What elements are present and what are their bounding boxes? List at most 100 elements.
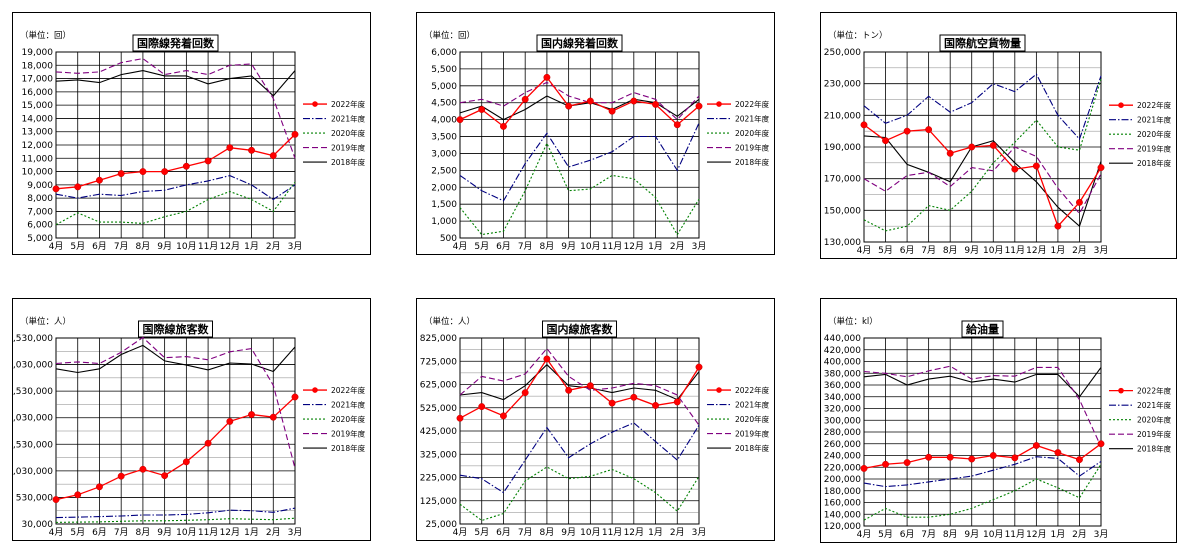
legend-marker xyxy=(716,101,722,107)
legend-entry: 2020年度 xyxy=(331,414,366,424)
plot-area xyxy=(459,337,700,525)
unit-label: （単位：人） xyxy=(20,316,71,327)
y-tick-label: 250,000 xyxy=(824,48,861,58)
y-tick-label: 825,000 xyxy=(420,334,457,344)
x-tick-label: 2月 xyxy=(266,527,281,538)
y-tick-label: 500 xyxy=(440,234,457,244)
legend-entry: 2018年度 xyxy=(735,157,770,167)
chart-svg: （単位：回） 国内線発着回数 500 1,000 1,500 2,000 2,500 3,00… xyxy=(416,12,775,255)
chart-svg: （単位：トン） 国際航空貨物量 130,000 150,000 170,000 190,0… xyxy=(820,12,1177,259)
legend-entry: 2022年度 xyxy=(1137,100,1172,110)
series-line-2018年度 xyxy=(55,70,296,97)
x-tick-label: 1月 xyxy=(244,527,259,538)
x-tick-label: 4月 xyxy=(453,527,468,538)
data-point xyxy=(586,97,594,105)
y-tick-label: 150,000 xyxy=(824,206,861,216)
x-tick-label: 5月 xyxy=(70,241,85,252)
data-point xyxy=(1011,454,1019,462)
series-line-2022年度 xyxy=(863,124,1102,228)
series-line-2018年度 xyxy=(55,344,296,374)
legend-entry: 2020年度 xyxy=(1137,415,1172,425)
x-tick-label: 7月 xyxy=(114,527,129,538)
chart-title-box xyxy=(939,34,1026,52)
legend-entry: 2018年度 xyxy=(331,443,366,453)
y-tick-label: 4,000 xyxy=(431,116,457,126)
y-tick-label: 380,000 xyxy=(824,369,861,379)
chart-title-box xyxy=(132,34,219,52)
legend-entry: 2019年度 xyxy=(331,143,366,153)
y-tick-label: 140,000 xyxy=(824,510,861,520)
x-tick-label: 1月 xyxy=(1051,529,1066,540)
y-tick-label: 130,000 xyxy=(824,238,861,248)
x-tick-label: 9月 xyxy=(157,241,172,252)
data-point xyxy=(695,363,703,371)
series-line-2019年度 xyxy=(863,365,1102,447)
data-point xyxy=(860,464,868,472)
x-tick-label: 7月 xyxy=(114,241,129,252)
data-point xyxy=(182,458,190,466)
x-tick-label: 3月 xyxy=(288,241,303,252)
series-line-2021年度 xyxy=(459,422,700,494)
x-tick-label: 8月 xyxy=(136,241,151,252)
data-point xyxy=(269,413,277,421)
data-point xyxy=(161,168,169,176)
legend-entry: 2022年度 xyxy=(1137,386,1172,396)
y-tick-label: 725,000 xyxy=(420,357,457,367)
y-tick-label: 525,000 xyxy=(420,404,457,414)
series-line-2019年度 xyxy=(459,81,700,121)
series-line-2020年度 xyxy=(55,181,296,226)
y-tick-label: 5,000 xyxy=(431,82,457,92)
series-line-2019年度 xyxy=(459,347,700,426)
x-tick-label: 12月 xyxy=(624,241,644,252)
data-point xyxy=(74,491,82,499)
chart-title: 給油量 xyxy=(966,322,999,336)
data-point xyxy=(903,459,911,467)
y-tick-label: 420,000 xyxy=(824,346,861,356)
y-tick-label: 8,000 xyxy=(27,194,53,204)
data-point xyxy=(226,144,234,152)
x-tick-label: 8月 xyxy=(943,529,958,540)
y-tick-label: 440,000 xyxy=(824,334,861,344)
x-tick-label: 12月 xyxy=(220,241,240,252)
data-point xyxy=(925,453,933,461)
x-tick-label: 2月 xyxy=(670,241,685,252)
legend-entry: 2021年度 xyxy=(735,400,770,410)
data-point xyxy=(182,162,190,170)
y-tick-label: 2,000 xyxy=(431,183,457,193)
y-tick-label: 260,000 xyxy=(824,440,861,450)
legend-entry: 2019年度 xyxy=(331,429,366,439)
y-tick-label: 1,030,000 xyxy=(12,467,53,477)
data-point xyxy=(52,185,60,193)
x-tick-label: 6月 xyxy=(496,241,511,252)
y-tick-label: 210,000 xyxy=(824,111,861,121)
y-tick-label: 9,000 xyxy=(27,181,53,191)
x-tick-label: 5月 xyxy=(474,241,489,252)
chart-svg: （単位：人） 国内線旅客数 25,000 125,000 225,000 325,000 4… xyxy=(416,298,775,541)
data-point xyxy=(652,401,659,409)
x-tick-label: 6月 xyxy=(496,527,511,538)
x-tick-label: 9月 xyxy=(964,529,979,540)
x-tick-label: 8月 xyxy=(136,527,151,538)
x-tick-label: 5月 xyxy=(878,529,893,540)
plot-area xyxy=(863,337,1102,527)
data-point xyxy=(269,152,277,160)
chart-domestic-flights: （単位：回） 国内線発着回数 500 1,000 1,500 2,000 2,500 3,00… xyxy=(416,12,775,255)
x-tick-label: 1月 xyxy=(244,241,259,252)
plot-border xyxy=(459,51,700,239)
plot-area xyxy=(55,337,296,525)
y-tick-label: 13,000 xyxy=(22,128,54,138)
legend-entry: 2018年度 xyxy=(735,443,770,453)
data-point xyxy=(673,398,681,406)
y-tick-label: 240,000 xyxy=(824,452,861,462)
data-point xyxy=(96,176,103,184)
data-point xyxy=(543,355,551,363)
unit-label: （単位：トン） xyxy=(828,30,888,41)
x-tick-label: 6月 xyxy=(900,529,915,540)
x-tick-label: 10月 xyxy=(983,245,1003,256)
data-point xyxy=(903,127,911,135)
x-tick-label: 10月 xyxy=(580,527,600,538)
data-point xyxy=(565,102,573,110)
x-tick-label: 1月 xyxy=(648,241,663,252)
x-tick-label: 10月 xyxy=(580,241,600,252)
series-line-2021年度 xyxy=(55,175,296,201)
